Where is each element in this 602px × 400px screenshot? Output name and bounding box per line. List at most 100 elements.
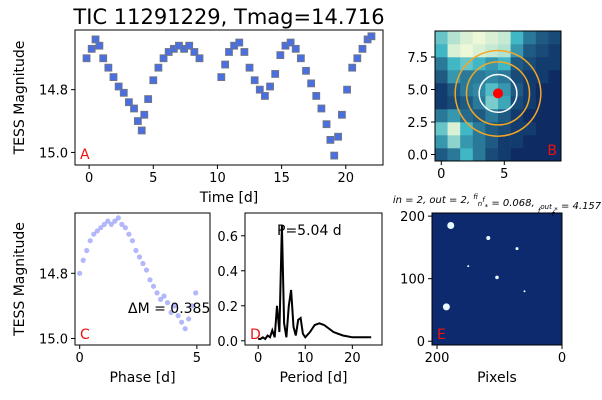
pixel <box>473 31 486 44</box>
x-axis-label: Pixels <box>477 370 517 386</box>
x-tick-label: 0 <box>437 167 445 182</box>
point <box>154 290 159 295</box>
pixel <box>485 31 498 44</box>
point <box>344 86 351 93</box>
y-tick-label: 0.0 <box>407 149 428 164</box>
pixel <box>448 57 461 70</box>
pixel <box>548 122 561 135</box>
point <box>96 42 103 49</box>
panel-letter: B <box>547 143 557 159</box>
pixel <box>511 135 524 148</box>
point <box>161 294 166 299</box>
point <box>292 45 299 52</box>
y-tick-label: 0.4 <box>217 265 238 280</box>
point <box>308 80 315 87</box>
title-part: = 4.157 <box>558 201 602 212</box>
chart-title: TIC 11291229, Tmag=14.716 <box>72 5 384 29</box>
point <box>133 248 138 253</box>
y-tick-label: 2.5 <box>407 116 428 131</box>
x-tick-label: 0 <box>76 351 84 366</box>
point <box>120 89 127 96</box>
y-tick-label: 7.5 <box>407 51 428 66</box>
pixel <box>435 122 448 135</box>
pixel <box>511 109 524 122</box>
y-axis-label: TESS Magnitude <box>12 222 28 337</box>
point <box>140 261 145 266</box>
title-part: out <box>540 203 552 211</box>
x-tick-label: 15 <box>273 171 290 186</box>
pixel <box>523 135 536 148</box>
pixel <box>536 122 549 135</box>
pixel <box>485 148 498 161</box>
pixel <box>536 44 549 57</box>
pixel <box>435 44 448 57</box>
plot-area <box>432 213 562 345</box>
point <box>313 92 320 99</box>
point <box>241 48 248 55</box>
title-part: in = 2, out = 2, <box>393 195 473 206</box>
pixel <box>498 70 511 83</box>
star <box>447 222 454 229</box>
pixel <box>536 31 549 44</box>
pixel <box>448 96 461 109</box>
point <box>359 45 366 52</box>
x-axis-label: Phase [d] <box>109 370 175 386</box>
periodogram-line <box>258 225 371 339</box>
panel-letter: C <box>80 327 90 343</box>
y-tick-label: 0.0 <box>217 335 238 350</box>
point <box>349 64 356 71</box>
point <box>105 64 112 71</box>
point <box>131 105 138 112</box>
pixel <box>523 148 536 161</box>
point <box>126 232 131 237</box>
pixel <box>536 57 549 70</box>
point <box>151 284 156 289</box>
point <box>193 290 198 295</box>
annotation: P=5.04 d <box>277 223 342 239</box>
pixel <box>460 148 473 161</box>
point <box>81 258 86 263</box>
y-axis-label: TESS Magnitude <box>12 41 28 156</box>
point <box>236 39 243 46</box>
y-tick-label: 0.2 <box>217 300 238 315</box>
x-tick-label: 0 <box>254 351 262 366</box>
pixel <box>448 148 461 161</box>
point <box>100 55 107 62</box>
point <box>138 127 145 134</box>
y-tick-label: 15.0 <box>39 332 68 347</box>
point <box>179 320 184 325</box>
point <box>110 74 117 81</box>
panel-letter: E <box>437 327 446 343</box>
x-axis-label: Time [d] <box>199 190 259 206</box>
point <box>246 64 253 71</box>
point <box>186 316 191 321</box>
panel-letter: A <box>80 147 90 163</box>
point <box>77 271 82 276</box>
y-tick-label: 0 <box>417 335 425 350</box>
pixel <box>548 44 561 57</box>
pixel <box>548 31 561 44</box>
point <box>134 118 141 125</box>
point <box>277 52 284 59</box>
pixel <box>448 44 461 57</box>
pixel <box>435 57 448 70</box>
point <box>137 254 142 259</box>
annotation: ΔM = 0.385 <box>128 301 210 317</box>
target <box>493 88 503 98</box>
x-tick-label: 0 <box>85 171 93 186</box>
pixel <box>548 96 561 109</box>
point <box>368 33 375 40</box>
star <box>516 247 519 250</box>
x-tick-label: 20 <box>338 171 355 186</box>
panel-letter: D <box>250 327 261 343</box>
pixel <box>448 31 461 44</box>
x-tick-label: 0 <box>558 351 566 366</box>
pixel <box>485 135 498 148</box>
point <box>130 238 135 243</box>
point <box>318 105 325 112</box>
pixel <box>548 70 561 83</box>
x-tick-label: 200 <box>425 351 450 366</box>
pixel <box>548 109 561 122</box>
point <box>123 225 128 230</box>
point <box>272 70 279 77</box>
